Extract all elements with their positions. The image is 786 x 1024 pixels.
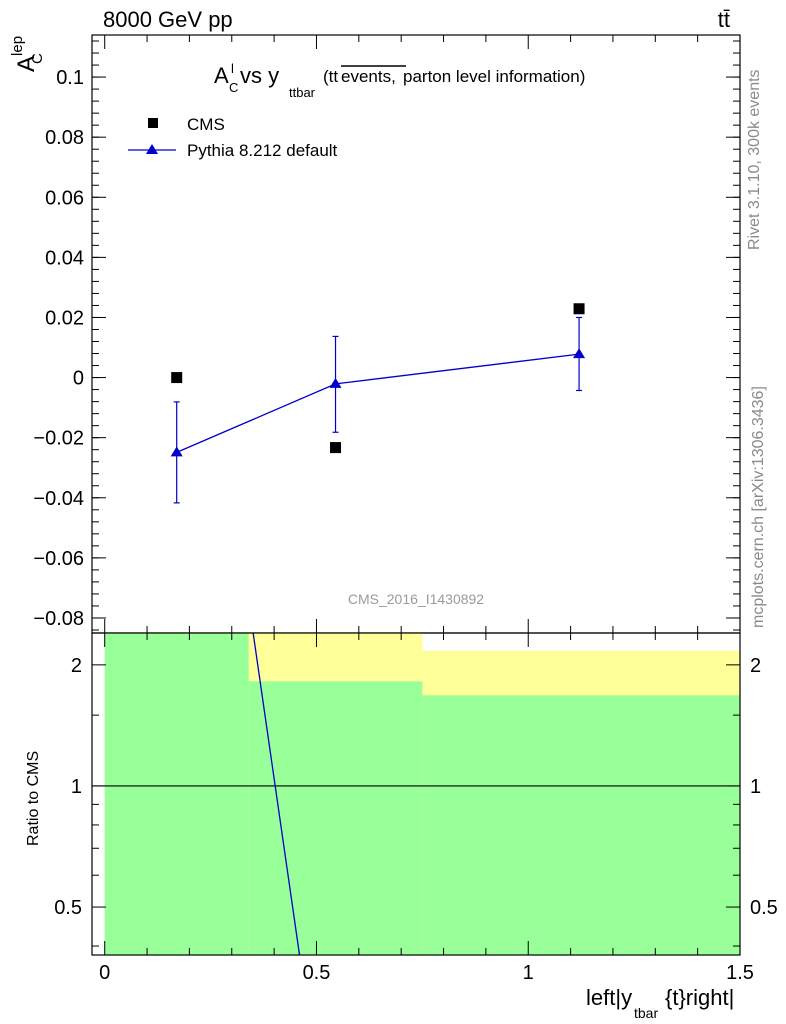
cms-point: [573, 303, 585, 315]
main-ticks-layer: −0.08 −0.06 −0.04 −0.02 0 0.02 0.04 0.06 0.08 0.1: [33, 35, 741, 633]
ratio-band-stat: [248, 681, 423, 955]
main-ytick-label: 0: [73, 368, 84, 390]
svg-text:events,: events,: [341, 67, 396, 86]
ratio-band-stat: [422, 695, 740, 955]
main-ytick-label: −0.08: [33, 608, 84, 630]
svg-text:vs y: vs y: [240, 63, 279, 88]
pythia-point: [170, 446, 183, 457]
svg-text:(tt: (tt: [323, 67, 338, 86]
ratio-ytick-label-left: 0.5: [54, 897, 82, 919]
main-ytick-label: 0.08: [45, 127, 84, 149]
main-ytick-label: −0.04: [33, 488, 84, 510]
ratio-pythia-line: [252, 633, 301, 955]
main-ytick-label: 0.06: [45, 187, 84, 209]
cms-point: [330, 442, 342, 454]
main-ytick-label: −0.06: [33, 548, 84, 570]
mcplots-label: mcplots.cern.ch [arXiv:1306.3436]: [750, 386, 767, 628]
main-ytick-label: 0.1: [56, 67, 84, 89]
svg-text:A: A: [214, 63, 229, 88]
svg-text:tbar: tbar: [634, 1005, 658, 1021]
ratio-panel: 0.5 0.5 1 1 2 2 0 0.5 1 1.5 Ratio to CMS left|y t…: [25, 632, 778, 1021]
svg-text:parton level information): parton level information): [403, 67, 585, 86]
cms-point: [171, 372, 183, 384]
ratio-xtick-label: 0: [99, 962, 110, 984]
main-ylabel: Alep: [9, 36, 40, 72]
pythia-point: [329, 377, 342, 388]
pythia-point: [573, 348, 586, 359]
ratio-xtick-label: 1: [523, 962, 534, 984]
legend-pythia-label: Pythia 8.212 default: [187, 141, 338, 160]
svg-text:l: l: [231, 61, 234, 76]
svg-text:Alep: Alep: [9, 36, 40, 72]
ratio-xtick-label: 0.5: [303, 962, 331, 984]
main-ylabel-sub: C: [29, 53, 46, 64]
main-series-layer: [170, 303, 586, 504]
ratio-ticks-layer: 0.5 0.5 1 1 2 2 0 0.5 1 1.5: [54, 633, 778, 984]
energy-label: 8000 GeV pp: [103, 7, 233, 32]
main-ytick-label: 0.04: [45, 247, 84, 269]
svg-text:C: C: [229, 80, 238, 95]
ratio-frame: [91, 632, 741, 956]
legend-cms-label: CMS: [187, 115, 225, 134]
legend-pythia-marker: [146, 144, 158, 154]
ratio-ytick-label-left: 1: [71, 776, 82, 798]
svg-text:{t}right|: {t}right|: [665, 985, 734, 1010]
main-ytick-label: 0.02: [45, 307, 84, 329]
ratio-layer: [92, 633, 740, 955]
ratio-band-stat: [104, 633, 249, 955]
ratio-ytick-label-left: 2: [71, 655, 82, 677]
watermark: CMS_2016_I1430892: [348, 591, 484, 607]
ratio-ylabel: Ratio to CMS: [25, 751, 42, 846]
ratio-ytick-label-right: 0.5: [750, 897, 778, 919]
main-panel: −0.08 −0.06 −0.04 −0.02 0 0.02 0.04 0.06 0.08 0.1…: [9, 34, 741, 634]
ratio-ytick-label-right: 2: [750, 655, 761, 677]
legend-cms-marker: [148, 118, 158, 128]
svg-text:left|y: left|y: [586, 985, 632, 1010]
ratio-xtick-label: 1.5: [726, 962, 754, 984]
ratio-ytick-label-right: 1: [750, 776, 761, 798]
legend: CMS Pythia 8.212 default: [128, 115, 338, 160]
svg-text:ttbar: ttbar: [289, 85, 316, 100]
process-label: tt̄: [718, 7, 730, 32]
rivet-label: Rivet 3.1.10, 300k events: [746, 69, 763, 250]
ratio-xlabel: left|y tbar {t}right|: [586, 985, 734, 1021]
main-title: A l C vs y ttbar (tt events, parton leve…: [214, 61, 585, 100]
pythia-line: [176, 353, 580, 453]
main-ytick-label: −0.02: [33, 428, 84, 450]
